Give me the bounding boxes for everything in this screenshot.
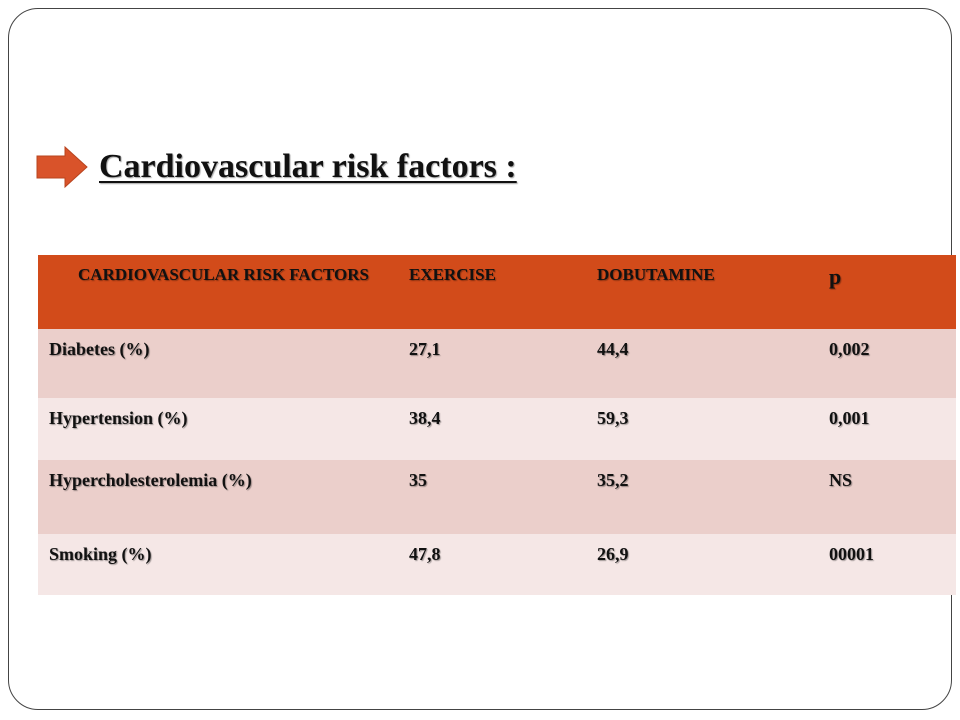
dobutamine-cell: 35,2 bbox=[597, 470, 629, 490]
table-row: Hypercholesterolemia (%) 35 35,2 NS bbox=[38, 460, 956, 534]
table-header-row: CARDIOVASCULAR RISK FACTORS EXERCISE DOB… bbox=[38, 255, 956, 329]
heading-row: Cardiovascular risk factors : bbox=[35, 145, 517, 189]
factor-cell: Hypercholesterolemia (%) bbox=[49, 470, 252, 490]
factor-cell: Smoking (%) bbox=[49, 544, 152, 564]
factor-cell: Diabetes (%) bbox=[49, 339, 150, 359]
p-value-cell: 0,001 bbox=[829, 408, 870, 428]
column-header-factors: CARDIOVASCULAR RISK FACTORS bbox=[78, 265, 369, 284]
exercise-cell: 27,1 bbox=[409, 339, 441, 359]
table-row: Hypertension (%) 38,4 59,3 0,001 bbox=[38, 398, 956, 460]
p-value-cell: 0,002 bbox=[829, 339, 870, 359]
dobutamine-cell: 44,4 bbox=[597, 339, 629, 359]
dobutamine-cell: 26,9 bbox=[597, 544, 629, 564]
dobutamine-cell: 59,3 bbox=[597, 408, 629, 428]
exercise-cell: 38,4 bbox=[409, 408, 441, 428]
right-arrow-icon bbox=[36, 145, 88, 189]
p-value-cell: NS bbox=[829, 470, 853, 490]
table-row: Diabetes (%) 27,1 44,4 0,002 bbox=[38, 329, 956, 398]
slide: Cardiovascular risk factors : CARDIOVASC… bbox=[8, 8, 956, 710]
factor-cell: Hypertension (%) bbox=[49, 408, 188, 428]
exercise-cell: 47,8 bbox=[409, 544, 441, 564]
column-header-dobutamine: DOBUTAMINE bbox=[597, 265, 715, 284]
column-header-p: p bbox=[829, 264, 842, 289]
column-header-exercise: EXERCISE bbox=[409, 265, 496, 284]
exercise-cell: 35 bbox=[409, 470, 427, 490]
page-title: Cardiovascular risk factors : bbox=[99, 148, 517, 185]
table-row: Smoking (%) 47,8 26,9 00001 bbox=[38, 534, 956, 595]
p-value-cell: 00001 bbox=[829, 544, 874, 564]
risk-factors-table: CARDIOVASCULAR RISK FACTORS EXERCISE DOB… bbox=[38, 255, 956, 595]
